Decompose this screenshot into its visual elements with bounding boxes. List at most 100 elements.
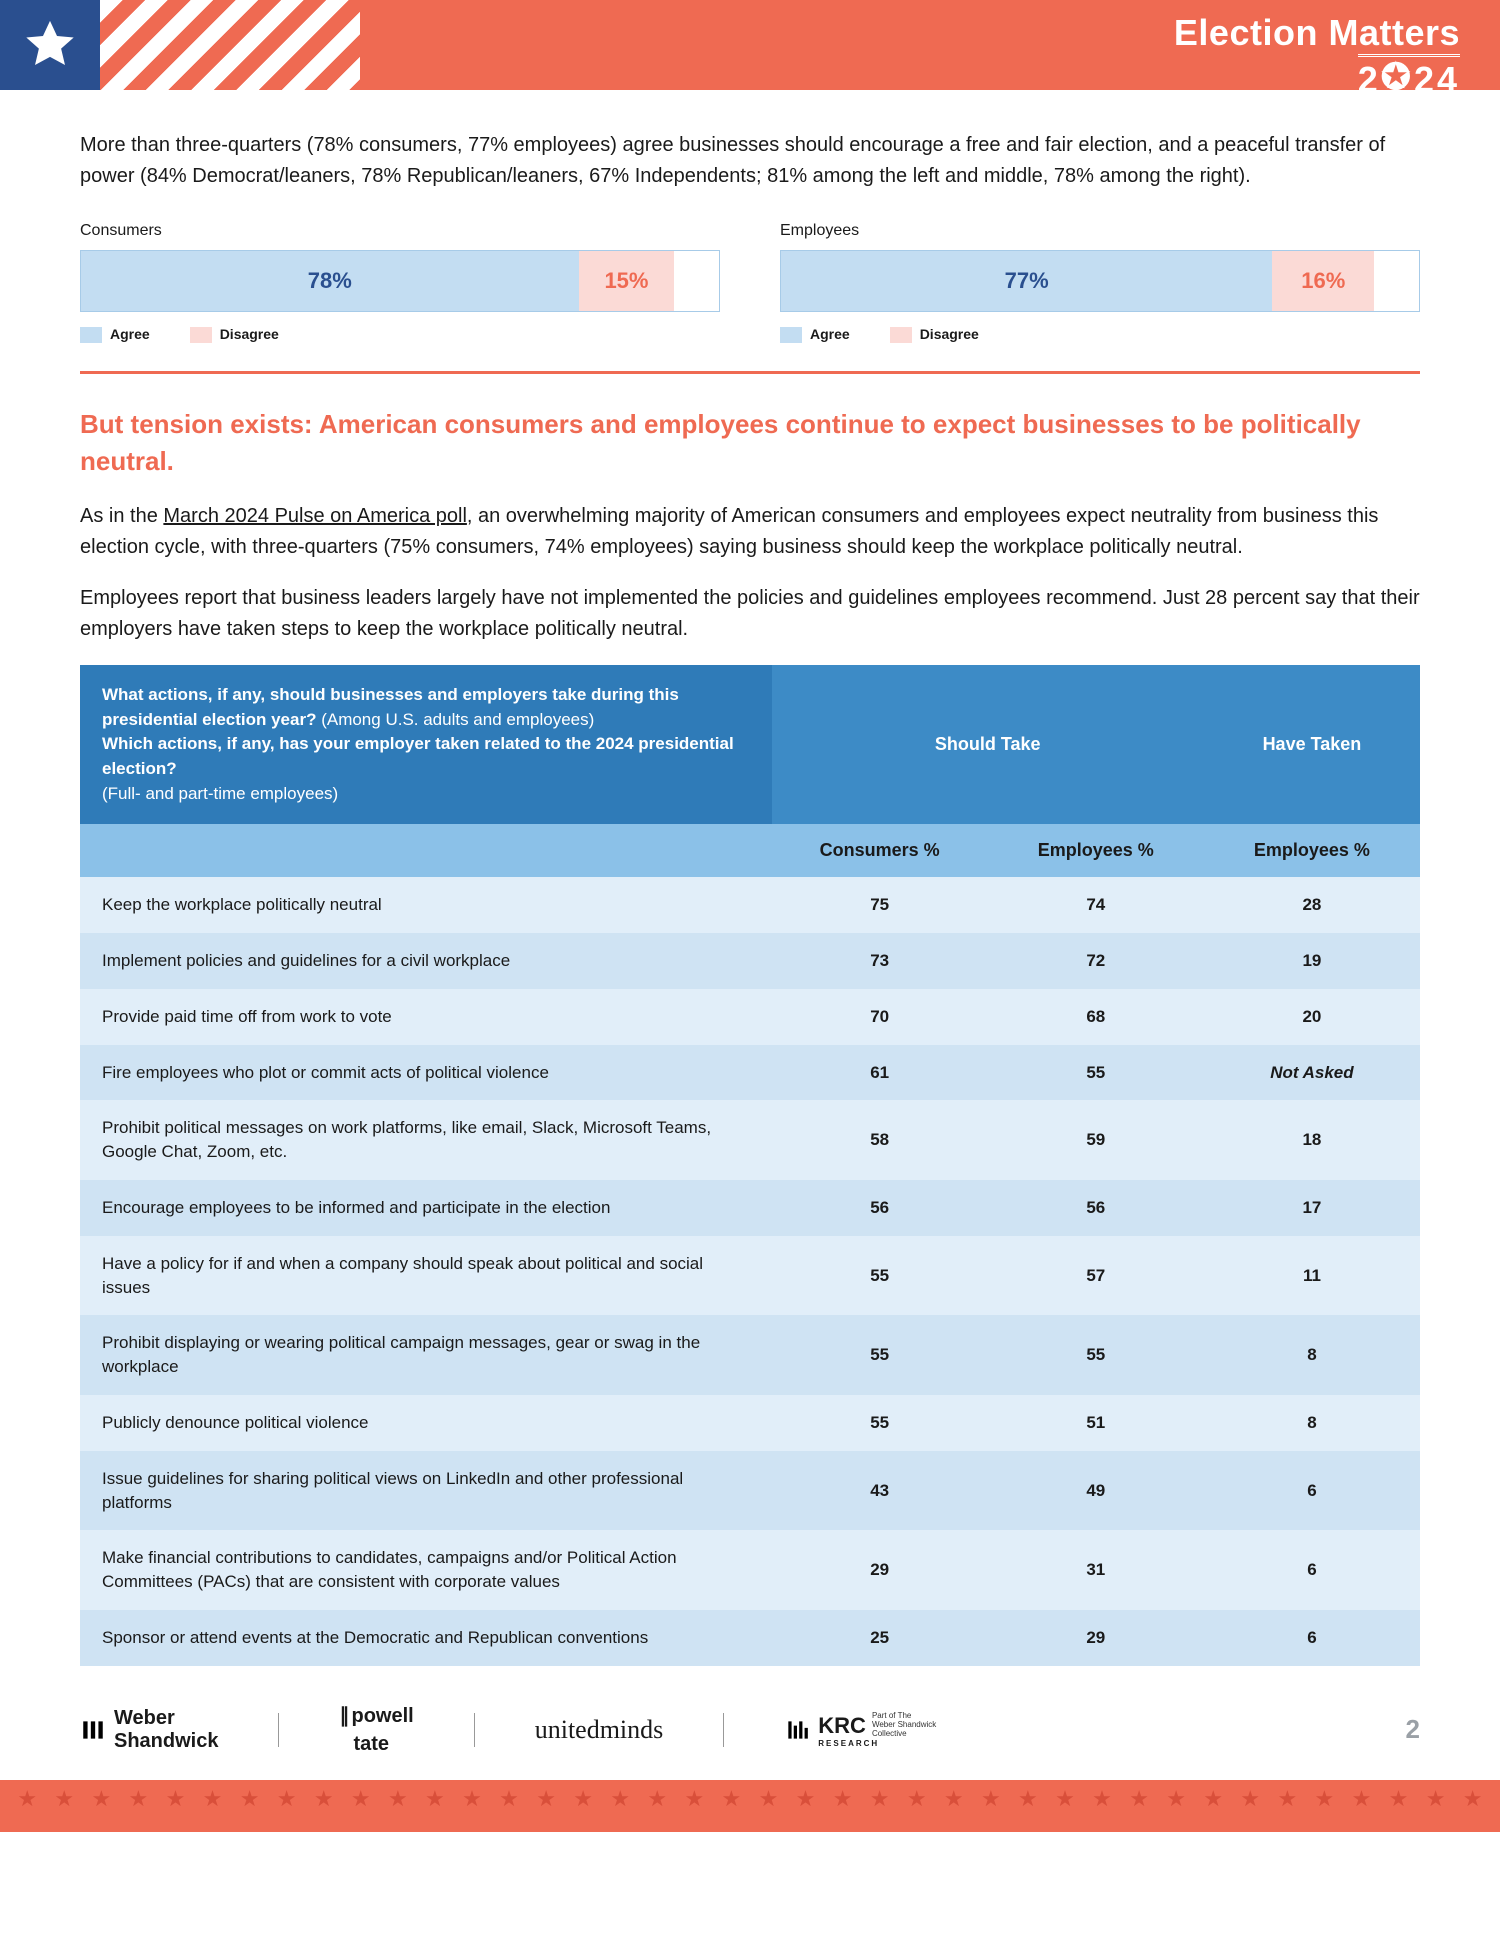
subcol-employees-have: Employees % <box>1204 824 1420 877</box>
table-row: Encourage employees to be informed and p… <box>80 1180 1420 1236</box>
section-rule <box>80 371 1420 374</box>
header-banner: Election Matters 2✪24 <box>0 0 1500 90</box>
cell-consumers: 56 <box>772 1180 988 1236</box>
legend: Agree Disagree <box>80 326 720 343</box>
cell-employees: 49 <box>988 1451 1204 1531</box>
cell-have-taken: 28 <box>1204 877 1420 933</box>
star-icon <box>21 16 79 74</box>
consumers-chart: Consumers 78% 15% Agree Disagree <box>80 222 720 343</box>
cell-consumers: 25 <box>772 1610 988 1666</box>
cell-employees: 72 <box>988 933 1204 989</box>
bar-charts: Consumers 78% 15% Agree Disagree Employe… <box>80 222 1420 343</box>
banner-title: Election Matters 2✪24 <box>1174 12 1460 101</box>
legend-agree: Agree <box>80 326 150 343</box>
cell-have-taken: 11 <box>1204 1236 1420 1316</box>
cell-consumers: 29 <box>772 1530 988 1610</box>
row-label: Implement policies and guidelines for a … <box>80 933 772 989</box>
powell-tate-logo: ∥powell tate <box>339 1706 413 1754</box>
row-label: Encourage employees to be informed and p… <box>80 1180 772 1236</box>
cell-have-taken: 20 <box>1204 989 1420 1045</box>
cell-have-taken: 8 <box>1204 1395 1420 1451</box>
page-number: 2 <box>1406 1714 1420 1745</box>
swatch-agree <box>80 327 102 343</box>
employees-chart: Employees 77% 16% Agree Disagree <box>780 222 1420 343</box>
table-header-row: What actions, if any, should businesses … <box>80 665 1420 824</box>
actions-table: What actions, if any, should businesses … <box>80 665 1420 1666</box>
row-label: Publicly denounce political violence <box>80 1395 772 1451</box>
legend-disagree: Disagree <box>890 326 979 343</box>
row-label: Keep the workplace politically neutral <box>80 877 772 933</box>
cell-employees: 55 <box>988 1315 1204 1395</box>
cell-consumers: 75 <box>772 877 988 933</box>
banner-stripes <box>100 0 360 90</box>
cell-employees: 55 <box>988 1045 1204 1101</box>
bar-wrap: 77% 16% <box>780 250 1420 312</box>
table-row: Prohibit political messages on work plat… <box>80 1100 1420 1180</box>
table-question-cell: What actions, if any, should businesses … <box>80 665 772 824</box>
legend: Agree Disagree <box>780 326 1420 343</box>
footer-separator <box>278 1713 279 1747</box>
paragraph-2: Employees report that business leaders l… <box>80 583 1420 645</box>
blank-cell <box>80 824 772 877</box>
cell-employees: 31 <box>988 1530 1204 1610</box>
subcol-employees: Employees % <box>988 824 1204 877</box>
footer: WeberShandwick ∥powell tate unitedminds … <box>0 1686 1500 1772</box>
chart-title: Consumers <box>80 222 720 240</box>
bottom-strip: ★★★★★★★★★★★★★★★★★★★★★★★★★★★★★★★★★★★★★★★★ <box>0 1772 1500 1832</box>
row-label: Prohibit political messages on work plat… <box>80 1100 772 1180</box>
cell-have-taken: 6 <box>1204 1451 1420 1531</box>
table-row: Implement policies and guidelines for a … <box>80 933 1420 989</box>
table-row: Provide paid time off from work to vote7… <box>80 989 1420 1045</box>
paragraph-1: As in the March 2024 Pulse on America po… <box>80 501 1420 563</box>
cell-consumers: 55 <box>772 1315 988 1395</box>
krc-logo: KRC Part of TheWeber ShandwickCollective… <box>784 1712 936 1747</box>
bar-wrap: 78% 15% <box>80 250 720 312</box>
cell-employees: 59 <box>988 1100 1204 1180</box>
cell-consumers: 55 <box>772 1395 988 1451</box>
row-label: Make financial contributions to candidat… <box>80 1530 772 1610</box>
cell-consumers: 55 <box>772 1236 988 1316</box>
row-label: Prohibit displaying or wearing political… <box>80 1315 772 1395</box>
chart-title: Employees <box>780 222 1420 240</box>
cell-consumers: 58 <box>772 1100 988 1180</box>
table-row: Make financial contributions to candidat… <box>80 1530 1420 1610</box>
bar-agree: 77% <box>781 251 1272 311</box>
cell-consumers: 70 <box>772 989 988 1045</box>
col-should-take: Should Take <box>772 665 1204 824</box>
star-icon: ✪ <box>1381 56 1414 98</box>
bar-rest <box>674 251 719 311</box>
cell-have-taken: 6 <box>1204 1530 1420 1610</box>
table-subheader-row: Consumers % Employees % Employees % <box>80 824 1420 877</box>
cell-consumers: 61 <box>772 1045 988 1101</box>
table-row: Sponsor or attend events at the Democrat… <box>80 1610 1420 1666</box>
banner-title-line2: 2✪24 <box>1358 54 1460 101</box>
bar-rest <box>1374 251 1419 311</box>
cell-have-taken: Not Asked <box>1204 1045 1420 1101</box>
cell-have-taken: 8 <box>1204 1315 1420 1395</box>
legend-agree: Agree <box>780 326 850 343</box>
swatch-disagree <box>890 327 912 343</box>
bar-agree: 78% <box>81 251 579 311</box>
table-row: Keep the workplace politically neutral75… <box>80 877 1420 933</box>
table-row: Have a policy for if and when a company … <box>80 1236 1420 1316</box>
inline-link[interactable]: March 2024 Pulse on America poll <box>163 505 467 527</box>
table-row: Issue guidelines for sharing political v… <box>80 1451 1420 1531</box>
banner-star-box <box>0 0 100 90</box>
cell-consumers: 43 <box>772 1451 988 1531</box>
cell-employees: 29 <box>988 1610 1204 1666</box>
row-label: Sponsor or attend events at the Democrat… <box>80 1610 772 1666</box>
footer-separator <box>474 1713 475 1747</box>
bar-disagree: 15% <box>579 251 675 311</box>
row-label: Fire employees who plot or commit acts o… <box>80 1045 772 1101</box>
legend-disagree: Disagree <box>190 326 279 343</box>
unitedminds-logo: unitedminds <box>535 1715 664 1745</box>
table-row: Prohibit displaying or wearing political… <box>80 1315 1420 1395</box>
footer-separator <box>723 1713 724 1747</box>
col-have-taken: Have Taken <box>1204 665 1420 824</box>
cell-have-taken: 19 <box>1204 933 1420 989</box>
swatch-agree <box>780 327 802 343</box>
banner-title-line1: Election Matters <box>1174 12 1460 54</box>
cell-employees: 68 <box>988 989 1204 1045</box>
row-label: Issue guidelines for sharing political v… <box>80 1451 772 1531</box>
cell-have-taken: 17 <box>1204 1180 1420 1236</box>
